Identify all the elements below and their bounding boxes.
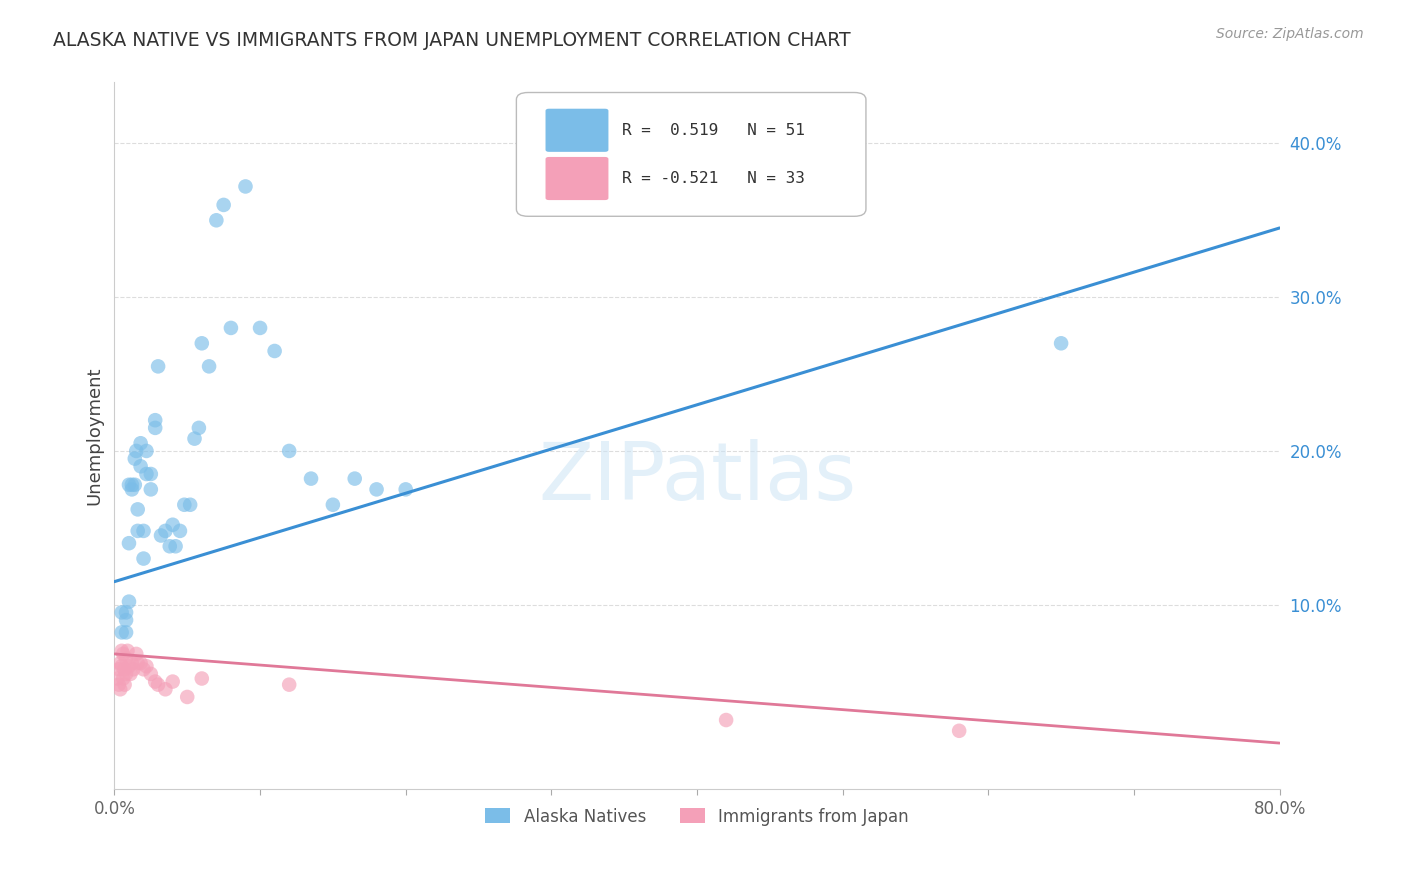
Point xyxy=(110,656,132,670)
Point xyxy=(132,662,155,676)
Point xyxy=(278,444,301,458)
Point xyxy=(162,517,184,532)
Point xyxy=(162,674,184,689)
Point xyxy=(183,432,205,446)
Point xyxy=(191,672,214,686)
Point xyxy=(121,483,143,497)
Point xyxy=(948,723,970,738)
Point xyxy=(187,421,209,435)
Point xyxy=(112,647,135,661)
Point xyxy=(118,477,141,491)
Text: R =  0.519   N = 51: R = 0.519 N = 51 xyxy=(623,123,806,137)
Text: ZIPatlas: ZIPatlas xyxy=(538,439,856,517)
Point xyxy=(115,606,138,620)
FancyBboxPatch shape xyxy=(546,109,609,152)
Point xyxy=(114,678,136,692)
Point xyxy=(129,436,152,450)
Point xyxy=(139,467,162,481)
Point xyxy=(212,198,235,212)
Point xyxy=(714,713,737,727)
Point xyxy=(139,483,162,497)
Point xyxy=(135,467,157,481)
Point xyxy=(118,659,141,673)
FancyBboxPatch shape xyxy=(546,157,609,200)
Point xyxy=(124,477,146,491)
Point xyxy=(198,359,221,374)
Point xyxy=(125,647,148,661)
Point xyxy=(165,539,187,553)
Point xyxy=(111,644,134,658)
Point xyxy=(132,551,155,566)
Point xyxy=(107,678,129,692)
Point xyxy=(135,659,157,673)
Point xyxy=(155,524,177,538)
Point xyxy=(143,413,166,427)
FancyBboxPatch shape xyxy=(516,93,866,216)
Point xyxy=(115,651,138,665)
Point xyxy=(105,672,128,686)
Point xyxy=(219,321,242,335)
Point xyxy=(111,606,134,620)
Point xyxy=(155,682,177,697)
Point xyxy=(120,666,142,681)
Point xyxy=(110,682,132,697)
Point xyxy=(129,656,152,670)
Point xyxy=(117,644,139,658)
Point xyxy=(146,359,169,374)
Point xyxy=(176,690,198,704)
Point xyxy=(1050,336,1073,351)
Point xyxy=(127,524,149,538)
Point xyxy=(122,662,145,676)
Point xyxy=(111,659,134,673)
Point xyxy=(118,536,141,550)
Point xyxy=(143,674,166,689)
Point xyxy=(159,539,181,553)
Point xyxy=(366,483,388,497)
Point xyxy=(249,321,271,335)
Point xyxy=(111,625,134,640)
Point xyxy=(114,662,136,676)
Point xyxy=(343,472,366,486)
Point xyxy=(322,498,344,512)
Point xyxy=(127,656,149,670)
Point xyxy=(191,336,214,351)
Point xyxy=(127,502,149,516)
Point xyxy=(112,672,135,686)
Point xyxy=(115,666,138,681)
Point xyxy=(118,594,141,608)
Point xyxy=(115,613,138,627)
Point xyxy=(107,662,129,676)
Point xyxy=(124,451,146,466)
Point xyxy=(299,472,322,486)
Point xyxy=(139,666,162,681)
Point xyxy=(169,524,191,538)
Point xyxy=(135,444,157,458)
Point xyxy=(143,421,166,435)
Point xyxy=(263,343,285,358)
Point xyxy=(235,179,257,194)
Point xyxy=(146,678,169,692)
Point xyxy=(173,498,195,512)
Point xyxy=(121,477,143,491)
Point xyxy=(129,459,152,474)
Point xyxy=(205,213,228,227)
Point xyxy=(395,483,418,497)
Point xyxy=(121,656,143,670)
Y-axis label: Unemployment: Unemployment xyxy=(86,367,103,505)
Text: R = -0.521   N = 33: R = -0.521 N = 33 xyxy=(623,171,806,186)
Point xyxy=(278,678,301,692)
Point xyxy=(132,524,155,538)
Legend: Alaska Natives, Immigrants from Japan: Alaska Natives, Immigrants from Japan xyxy=(477,799,917,834)
Text: Source: ZipAtlas.com: Source: ZipAtlas.com xyxy=(1216,27,1364,41)
Point xyxy=(150,528,173,542)
Text: ALASKA NATIVE VS IMMIGRANTS FROM JAPAN UNEMPLOYMENT CORRELATION CHART: ALASKA NATIVE VS IMMIGRANTS FROM JAPAN U… xyxy=(53,31,851,50)
Point xyxy=(115,625,138,640)
Point xyxy=(179,498,201,512)
Point xyxy=(125,444,148,458)
